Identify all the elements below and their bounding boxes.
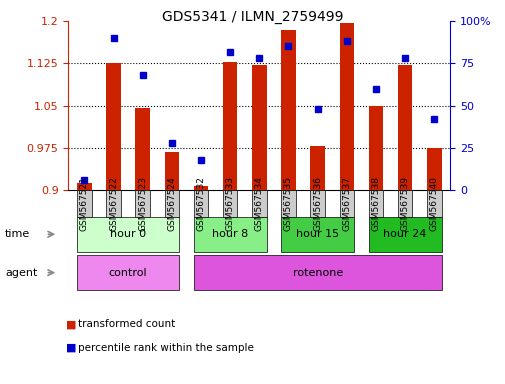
Text: ■: ■: [66, 319, 76, 329]
Bar: [397, 65, 412, 190]
Text: hour 0: hour 0: [110, 229, 146, 239]
Bar: [281, 30, 295, 190]
Text: GSM567533: GSM567533: [225, 176, 234, 231]
Text: GDS5341 / ILMN_2759499: GDS5341 / ILMN_2759499: [162, 10, 343, 23]
Text: GSM567532: GSM567532: [196, 176, 205, 231]
Text: GSM567523: GSM567523: [138, 176, 147, 231]
Text: GSM567536: GSM567536: [313, 176, 322, 231]
Bar: [77, 183, 91, 190]
Text: hour 8: hour 8: [212, 229, 248, 239]
Text: time: time: [5, 229, 30, 239]
Bar: [339, 23, 354, 190]
Text: GSM567524: GSM567524: [167, 176, 176, 231]
Text: GSM567522: GSM567522: [109, 176, 118, 231]
Text: hour 24: hour 24: [383, 229, 426, 239]
Bar: [251, 65, 266, 190]
Bar: [106, 63, 121, 190]
Bar: [193, 186, 208, 190]
Bar: [426, 148, 441, 190]
Text: GSM567534: GSM567534: [255, 176, 263, 231]
Bar: [222, 62, 237, 190]
Text: GSM567539: GSM567539: [400, 176, 409, 231]
Bar: [368, 106, 382, 190]
Bar: [135, 108, 149, 190]
Text: rotenone: rotenone: [292, 268, 342, 278]
Text: GSM567540: GSM567540: [429, 176, 438, 231]
Bar: [310, 146, 324, 190]
Text: GSM567521: GSM567521: [80, 176, 89, 231]
Bar: [164, 152, 179, 190]
Text: percentile rank within the sample: percentile rank within the sample: [78, 343, 254, 353]
Text: hour 15: hour 15: [295, 229, 338, 239]
Text: GSM567537: GSM567537: [342, 176, 350, 231]
Text: agent: agent: [5, 268, 37, 278]
Text: GSM567538: GSM567538: [371, 176, 380, 231]
Text: ■: ■: [66, 343, 76, 353]
Text: GSM567535: GSM567535: [283, 176, 292, 231]
Text: control: control: [109, 268, 147, 278]
Text: transformed count: transformed count: [78, 319, 175, 329]
